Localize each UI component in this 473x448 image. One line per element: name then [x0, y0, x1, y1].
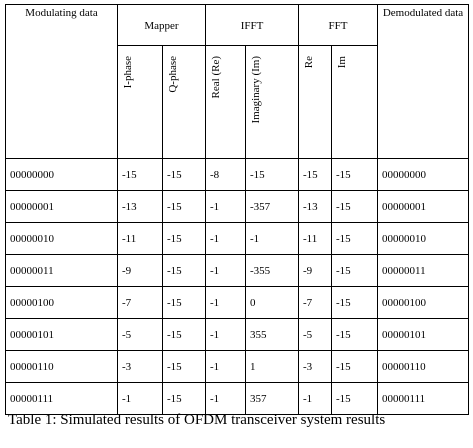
table-cell: 00000010 — [5, 222, 118, 255]
table-row: 00000001 -13 -15 -1 -357 -13 -15 00000001 — [5, 190, 469, 223]
subheader-text: I-phase — [122, 56, 134, 89]
table-cell: -7 — [298, 286, 332, 319]
table-cell: 00000101 — [5, 318, 118, 351]
table-row: 00000100 -7 -15 -1 0 -7 -15 00000100 — [5, 286, 469, 319]
table-cell: 357 — [245, 382, 299, 415]
table-cell: -15 — [162, 286, 206, 319]
table-row: 00000101 -5 -15 -1 355 -5 -15 00000101 — [5, 318, 469, 351]
table-cell: -15 — [331, 158, 378, 191]
table-row: 00000000 -15 -15 -8 -15 -15 -15 00000000 — [5, 158, 469, 191]
subheader-cell: Re — [298, 45, 332, 159]
subheader-cell: I-phase — [117, 45, 163, 159]
table-cell: -8 — [205, 158, 246, 191]
table-cell: -1 — [205, 190, 246, 223]
table-cell: -1 — [245, 222, 299, 255]
table-cell: -3 — [117, 350, 163, 383]
table-cell: -1 — [117, 382, 163, 415]
table-cell: -5 — [117, 318, 163, 351]
table-cell: -15 — [162, 254, 206, 287]
table-cell: -15 — [162, 158, 206, 191]
table-cell: -1 — [298, 382, 332, 415]
table-cell: 00000111 — [5, 382, 118, 415]
table-cell: -15 — [162, 190, 206, 223]
table-cell: -15 — [162, 350, 206, 383]
table-cell: -15 — [331, 254, 378, 287]
table-cell: 00000011 — [5, 254, 118, 287]
table-cell: 00000001 — [5, 190, 118, 223]
table-cell: 00000000 — [5, 158, 118, 191]
subheader-cell: Im — [331, 45, 378, 159]
results-table: Modulating data Mapper IFFT FFT Demodula… — [5, 4, 469, 415]
subheader-cell: Q-phase — [162, 45, 206, 159]
table-cell: -13 — [298, 190, 332, 223]
table-cell: -1 — [205, 318, 246, 351]
table-cell: -11 — [298, 222, 332, 255]
table-cell: 355 — [245, 318, 299, 351]
subheader-text: Im — [336, 56, 348, 69]
table-row: 00000110 -3 -15 -1 1 -3 -15 00000110 — [5, 350, 469, 383]
table-cell: -15 — [331, 286, 378, 319]
header-cell: Modulating data — [5, 4, 118, 159]
table-cell: -15 — [331, 318, 378, 351]
subheader-cell: Real (Re) — [205, 45, 246, 159]
table-cell: 00000011 — [377, 254, 469, 287]
table-cell: -15 — [162, 318, 206, 351]
table-cell: -355 — [245, 254, 299, 287]
table-row: 00000011 -9 -15 -1 -355 -9 -15 00000011 — [5, 254, 469, 287]
table-cell: 00000000 — [377, 158, 469, 191]
table-cell: 00000100 — [5, 286, 118, 319]
table-cell: 00000110 — [377, 350, 469, 383]
table-cell: -1 — [205, 286, 246, 319]
table-cell: -357 — [245, 190, 299, 223]
table-cell: -15 — [117, 158, 163, 191]
header-cell: FFT — [298, 4, 378, 46]
table-cell: -5 — [298, 318, 332, 351]
table-cell: -15 — [331, 350, 378, 383]
table-cell: 00000100 — [377, 286, 469, 319]
table-cell: -15 — [162, 222, 206, 255]
table-cell: -1 — [205, 350, 246, 383]
table-cell: -15 — [331, 382, 378, 415]
table-caption: Table 1: Simulated results of OFDM trans… — [8, 412, 386, 428]
table-cell: -13 — [117, 190, 163, 223]
header-cell: IFFT — [205, 4, 299, 46]
table-cell: -1 — [205, 382, 246, 415]
table-row: 00000010 -11 -15 -1 -1 -11 -15 00000010 — [5, 222, 469, 255]
table-body: 00000000 -15 -15 -8 -15 -15 -15 00000000 0000000… — [5, 158, 469, 415]
table-cell: -15 — [298, 158, 332, 191]
table-cell: 00000010 — [377, 222, 469, 255]
subheader-cell: Imaginary (Im) — [245, 45, 299, 159]
table-cell: -1 — [205, 222, 246, 255]
table-cell: -15 — [331, 222, 378, 255]
subheader-text: Real (Re) — [210, 56, 222, 99]
header-cell: Demodulated data — [377, 4, 469, 159]
table-cell: -15 — [245, 158, 299, 191]
subheader-text: Q-phase — [167, 56, 179, 93]
table-cell: 00000110 — [5, 350, 118, 383]
table-cell: 00000111 — [377, 382, 469, 415]
table-cell: 0 — [245, 286, 299, 319]
table-cell: -11 — [117, 222, 163, 255]
header-cell: Mapper — [117, 4, 206, 46]
table-cell: 1 — [245, 350, 299, 383]
table-row: 00000111 -1 -15 -1 357 -1 -15 00000111 — [5, 382, 469, 415]
table-cell: -15 — [331, 190, 378, 223]
subheader-row: I-phase Q-phase Real (Re) Imaginary (Im) Re I… — [6, 45, 469, 159]
table-cell: -7 — [117, 286, 163, 319]
table-cell: 00000001 — [377, 190, 469, 223]
subheader-text: Imaginary (Im) — [250, 56, 262, 124]
table-cell: -3 — [298, 350, 332, 383]
table-cell: -9 — [298, 254, 332, 287]
table-cell: -15 — [162, 382, 206, 415]
table-cell: -9 — [117, 254, 163, 287]
table-cell: -1 — [205, 254, 246, 287]
subheader-text: Re — [303, 56, 315, 69]
table-cell: 00000101 — [377, 318, 469, 351]
